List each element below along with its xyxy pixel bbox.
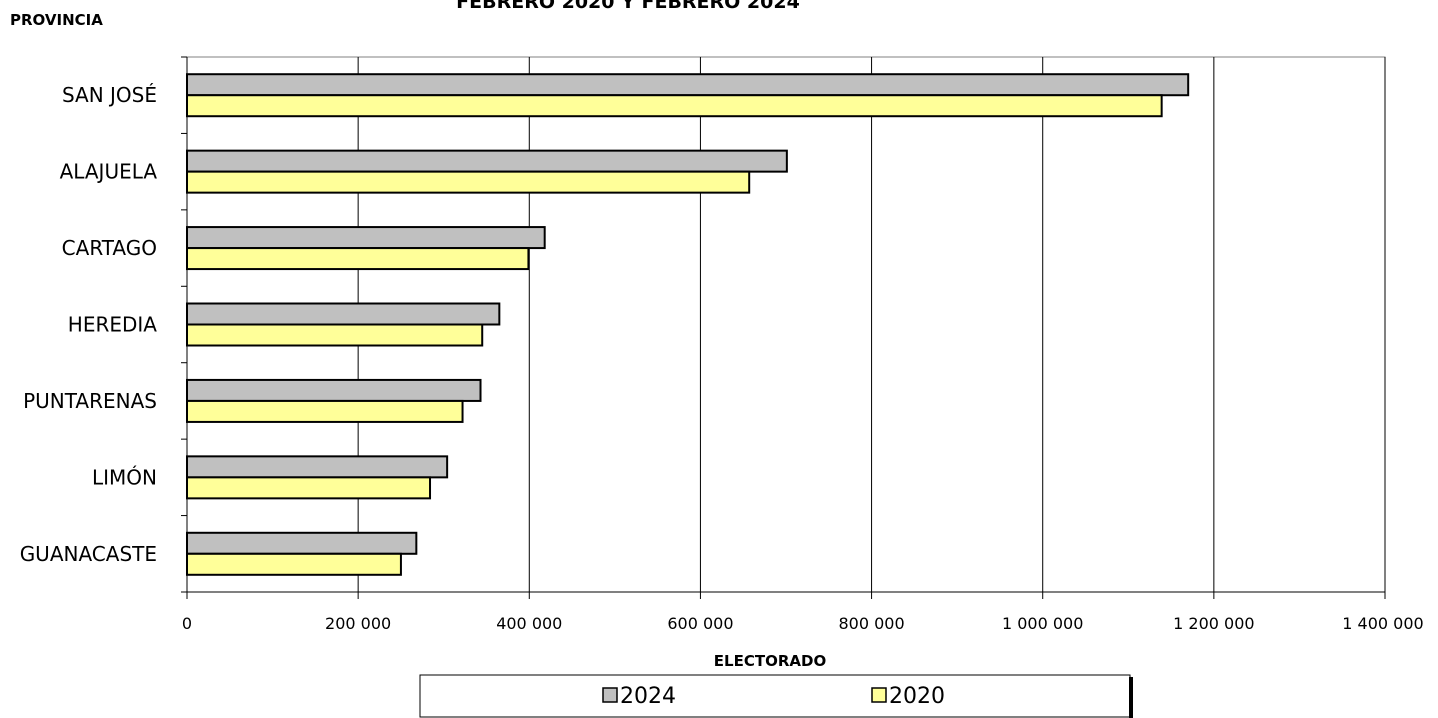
- y-axis-title: PROVINCIA: [10, 11, 103, 29]
- legend-box: [419, 674, 1131, 718]
- chart-title: FEBRERO 2020 Y FEBRERO 2024: [456, 0, 800, 13]
- category-label: SAN JOSÉ: [62, 83, 157, 107]
- category-label: GUANACASTE: [20, 542, 157, 566]
- bar-2020: [186, 247, 530, 271]
- x-tick-label: 1 200 000: [1173, 614, 1254, 633]
- category-label: HEREDIA: [68, 313, 158, 337]
- legend: 2024 2020: [419, 674, 1133, 718]
- bar-2024: [186, 378, 482, 402]
- legend-swatch-2024: [602, 687, 618, 703]
- axes: [181, 56, 1386, 599]
- category-label: CARTAGO: [62, 236, 157, 260]
- bar-2024: [186, 531, 418, 555]
- legend-swatch-2020: [871, 687, 887, 703]
- category-label: ALAJUELA: [60, 160, 158, 184]
- x-tick-label: 800 000: [838, 614, 904, 633]
- y-category-labels: SAN JOSÉ ALAJUELA CARTAGO HEREDIA PUNTARENAS…: [20, 83, 158, 566]
- x-axis-title: ELECTORADO: [714, 652, 826, 670]
- legend-label-2024: 2024: [620, 684, 676, 709]
- category-label: LIMÓN: [92, 465, 157, 489]
- bar-2020: [186, 552, 402, 576]
- legend-label-2020: 2020: [889, 684, 945, 709]
- bars: [186, 73, 1190, 576]
- x-tick-label: 600 000: [667, 614, 733, 633]
- bar-2024: [186, 302, 501, 326]
- bar-2020: [186, 323, 484, 347]
- x-tick-labels: 0 200 000 400 000 600 000 800 000 1 000 000 1 …: [182, 614, 1424, 633]
- x-tick-label: 0: [182, 614, 192, 633]
- x-tick-label: 400 000: [496, 614, 562, 633]
- bar-2020: [186, 476, 432, 500]
- x-tick-label: 200 000: [325, 614, 391, 633]
- category-label: PUNTARENAS: [23, 389, 157, 413]
- bar-2020: [186, 170, 751, 194]
- bar-2020: [186, 94, 1163, 118]
- bar-2024: [186, 73, 1190, 97]
- bar-2020: [186, 399, 464, 423]
- gridlines: [357, 57, 1386, 592]
- x-tick-label: 1 400 000: [1342, 614, 1423, 633]
- bar-2024: [186, 226, 546, 250]
- x-tick-label: 1 000 000: [1002, 614, 1083, 633]
- bar-2024: [186, 455, 449, 479]
- bar-2024: [186, 149, 788, 173]
